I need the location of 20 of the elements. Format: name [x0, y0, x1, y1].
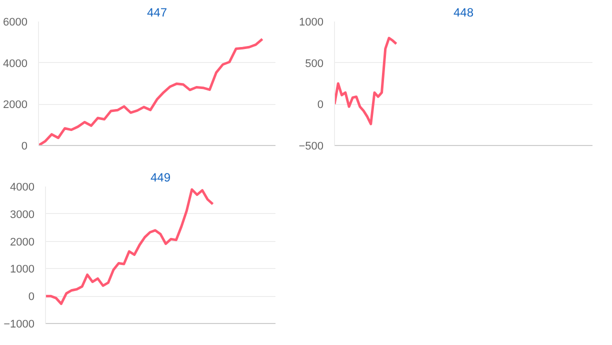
- line-series: [38, 38, 264, 146]
- chart-title: 449: [150, 170, 171, 184]
- y-tick-label: 0: [21, 140, 28, 152]
- y-tick-label: 0: [317, 99, 324, 112]
- y-tick-label: 2000: [10, 236, 35, 248]
- y-tick-label: 3000: [10, 208, 35, 221]
- y-tick-label: 0: [28, 291, 35, 304]
- y-tick-label: 6000: [3, 16, 28, 28]
- y-tick-label: 500: [305, 58, 324, 70]
- y-tick-label: −500: [298, 140, 324, 152]
- chart-title: 447: [146, 6, 168, 20]
- y-tick-label: −1000: [4, 318, 35, 330]
- y-tick-label: 4000: [10, 182, 35, 194]
- line-series: [334, 36, 398, 126]
- chart-title: 448: [453, 6, 474, 20]
- y-tick-label: 2000: [3, 99, 28, 112]
- y-tick-label: 1000: [10, 264, 35, 276]
- y-tick-label: 1000: [299, 16, 324, 28]
- y-tick-label: 4000: [3, 58, 28, 70]
- line-series: [46, 188, 214, 306]
